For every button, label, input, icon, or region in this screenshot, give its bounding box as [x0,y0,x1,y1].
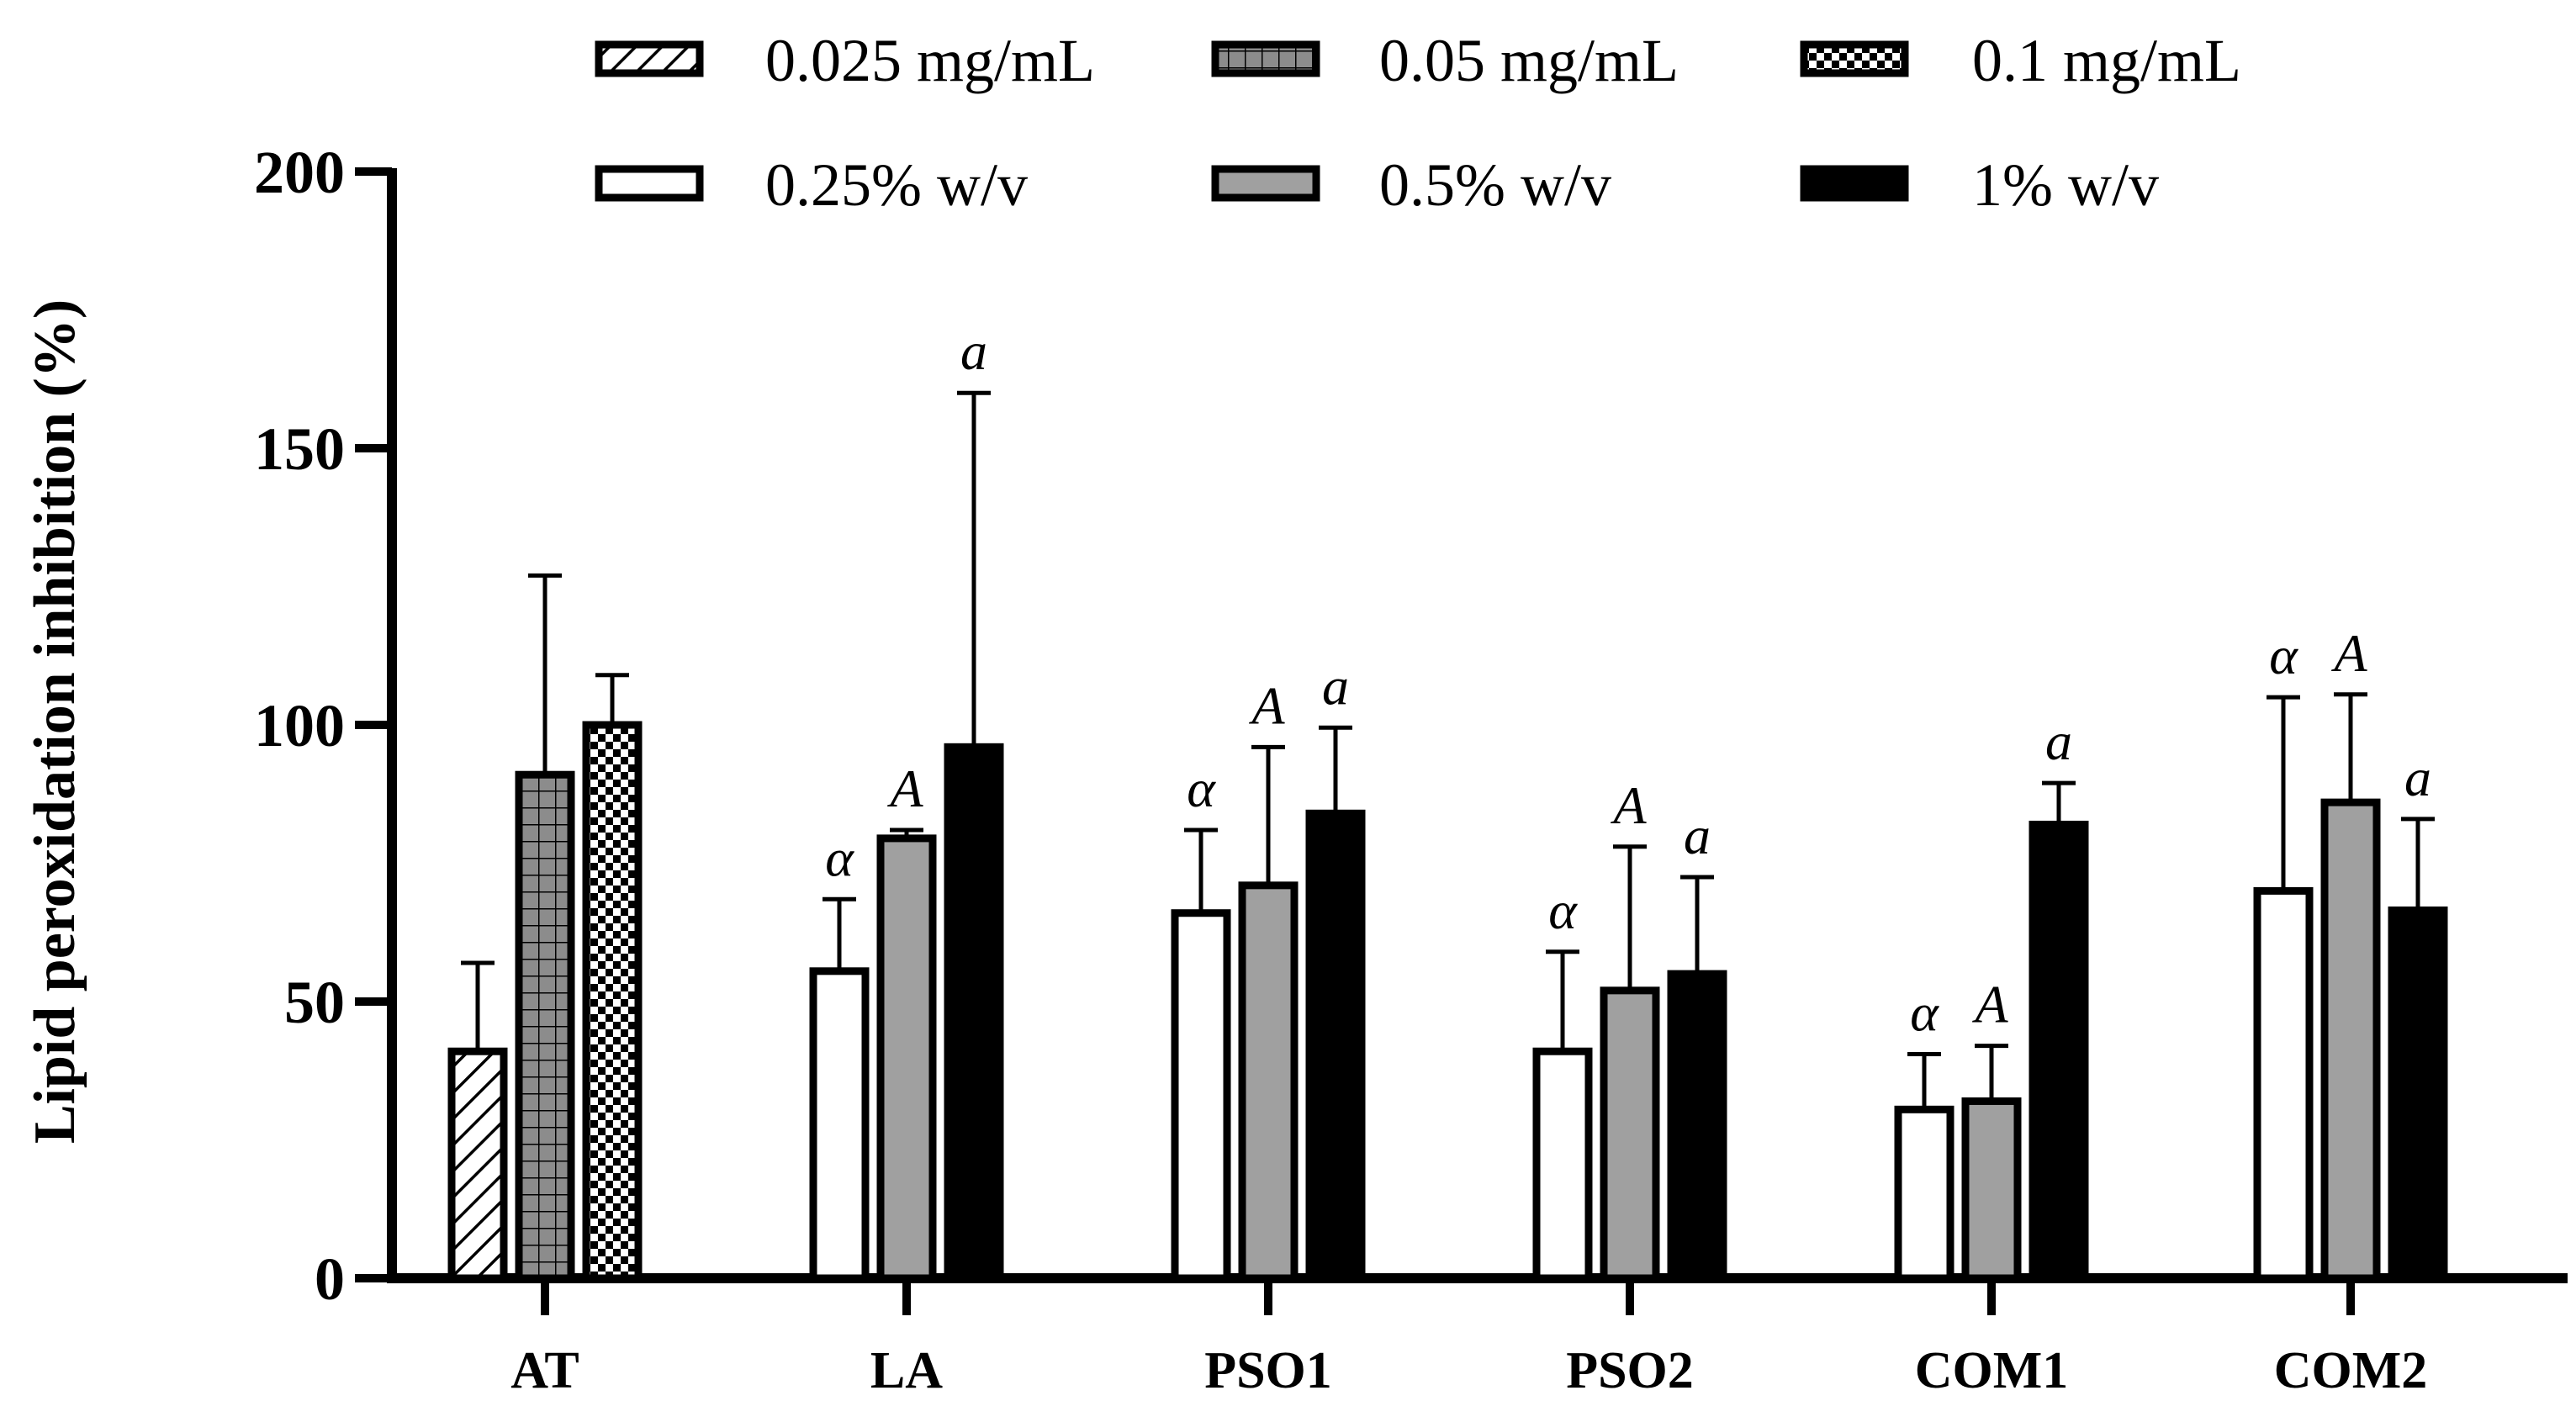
x-tick-label: COM1 [1915,1342,2069,1399]
bar [1667,970,1727,1282]
legend-label: 0.5% w/v [1379,151,1611,219]
significance-label: a [1684,806,1711,865]
legend-swatch [1800,165,1909,202]
bar [1238,881,1299,1282]
bar [447,1047,508,1282]
significance-label: A [1610,775,1647,835]
bar [1532,1047,1593,1282]
y-tick-label: 100 [254,692,345,759]
legend-label: 0.1 mg/mL [1972,27,2241,94]
significance-label: A [1971,975,2008,1034]
y-tick-label: 0 [315,1245,345,1313]
bar-group-com2: α Aa [2253,623,2448,1282]
bar-group-com1: α Aa [1894,711,2089,1282]
x-tick-label: PSO1 [1204,1342,1332,1399]
legend-swatch [1211,40,1320,77]
bar [515,770,575,1282]
y-tick-label: 200 [254,139,345,206]
y-tick-label: 150 [254,415,345,483]
bar [1171,909,1231,1282]
significance-label: a [1322,656,1349,716]
significance-label: A [2330,623,2367,683]
legend: 0.025 mg/mL 0.05 mg/mL 0.1 mg/mL 0.25% w/v 0… [595,27,2241,219]
y-tick-label: 50 [284,969,345,1036]
bar [809,967,870,1282]
bar [2253,886,2314,1282]
bar [2320,798,2381,1282]
legend-swatch [595,40,704,77]
significance-label: α [2269,626,2298,685]
significance-label: α [1548,880,1578,940]
bar-group-la: αAa [809,321,1004,1282]
bar [876,834,937,1282]
x-tick-label: COM2 [2274,1342,2428,1399]
bar [2029,820,2089,1282]
bar [1305,809,1366,1282]
significance-label: α [1910,983,1939,1043]
legend-swatch [1211,165,1320,202]
legend-swatch [1800,40,1909,77]
bar [2388,906,2448,1282]
significance-label: α [1187,759,1216,818]
x-tick-label: AT [510,1342,579,1399]
significance-label: α [825,827,854,887]
y-axis-label: Lipid peroxidation inhibition (%) [23,299,87,1144]
significance-label: a [2045,711,2072,771]
bar-group-pso1: αA a [1171,656,1366,1282]
significance-label: A [1248,675,1285,735]
bar [944,743,1004,1282]
bar [582,721,643,1282]
x-tick-label: LA [870,1342,943,1399]
legend-label: 0.025 mg/mL [765,27,1095,94]
bar [1961,1097,2022,1282]
legend-label: 1% w/v [1972,151,2159,219]
bar [1600,986,1660,1282]
legend-label: 0.25% w/v [765,151,1028,219]
legend-label: 0.05 mg/mL [1379,27,1679,94]
bar [1894,1105,1954,1282]
bar-group-at [447,573,643,1282]
legend-swatch [595,165,704,202]
axes: 0 50 100 150 200 AT LA PSO1 PSO2 COM1 COM2 [254,139,2568,1399]
significance-label: A [886,759,923,818]
bar-group-pso2: αAa [1532,775,1727,1282]
x-tick-label: PSO2 [1566,1342,1694,1399]
significance-label: a [960,321,987,381]
significance-label: a [2404,748,2431,807]
